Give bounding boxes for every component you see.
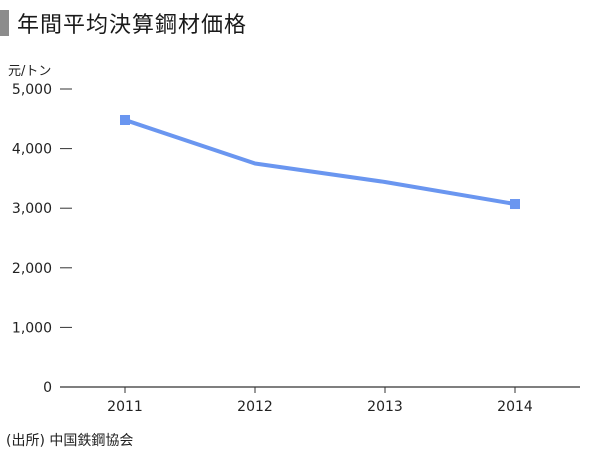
chart-title-area: 年間平均決算鋼材価格 bbox=[0, 8, 247, 38]
y-tick-label: 3,000 bbox=[12, 201, 52, 217]
x-tick-label: 2012 bbox=[237, 399, 273, 415]
title-accent-bar bbox=[0, 10, 9, 36]
x-tick-label: 2014 bbox=[497, 399, 533, 415]
chart-title: 年間平均決算鋼材価格 bbox=[17, 13, 248, 38]
y-tick-label: 1,000 bbox=[12, 320, 52, 336]
y-axis-label: 元/トン bbox=[8, 64, 51, 79]
y-tick-label: 2,000 bbox=[12, 261, 52, 277]
y-tick-label: 4,000 bbox=[12, 142, 52, 158]
y-tick-label: 5,000 bbox=[12, 82, 52, 98]
series-line bbox=[123, 117, 517, 207]
source-note: (出所) 中国鉄鋼協会 bbox=[6, 433, 134, 449]
x-tick-label: 2011 bbox=[107, 399, 143, 415]
x-tick-label: 2013 bbox=[367, 399, 403, 415]
data-point-marker bbox=[120, 114, 130, 125]
y-tick-label: 0 bbox=[43, 380, 52, 396]
data-point-marker bbox=[510, 199, 520, 210]
